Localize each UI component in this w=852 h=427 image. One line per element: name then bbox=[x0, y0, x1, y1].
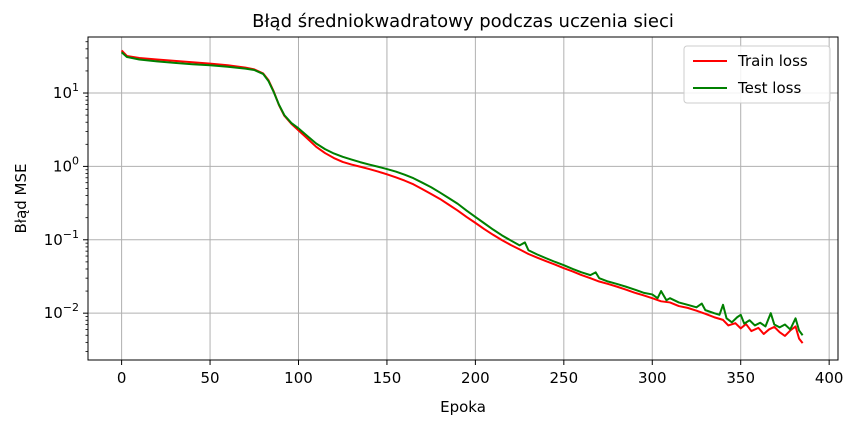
x-tick-label: 250 bbox=[550, 369, 579, 387]
y-tick-label: 101 bbox=[53, 81, 79, 102]
y-tick-label: 10−1 bbox=[44, 228, 79, 249]
axis-ticks: 0 50 100 150 200 250 300 350 400 10−2 10−1 100 101 bbox=[44, 41, 844, 387]
y-tick-label: 10−2 bbox=[44, 301, 79, 322]
legend: Train loss Test loss bbox=[683, 45, 831, 104]
x-tick-label: 350 bbox=[726, 369, 755, 387]
series-line bbox=[120, 51, 804, 336]
y-axis-label: Błąd MSE bbox=[12, 164, 30, 234]
x-tick-label: 0 bbox=[117, 369, 127, 387]
x-tick-label: 200 bbox=[461, 369, 490, 387]
legend-label: Train loss bbox=[737, 52, 808, 70]
chart-title: Błąd średniokwadratowy podczas uczenia s… bbox=[252, 11, 674, 32]
x-axis-label: Epoka bbox=[440, 398, 486, 416]
plot-area bbox=[87, 36, 839, 361]
x-tick-label: 300 bbox=[638, 369, 667, 387]
x-tick-label: 400 bbox=[815, 369, 844, 387]
series-lines bbox=[120, 49, 804, 344]
legend-label: Test loss bbox=[737, 79, 801, 97]
x-tick-label: 100 bbox=[284, 369, 313, 387]
y-tick-label: 100 bbox=[53, 154, 79, 175]
x-tick-label: 50 bbox=[201, 369, 220, 387]
x-tick-label: 150 bbox=[373, 369, 402, 387]
